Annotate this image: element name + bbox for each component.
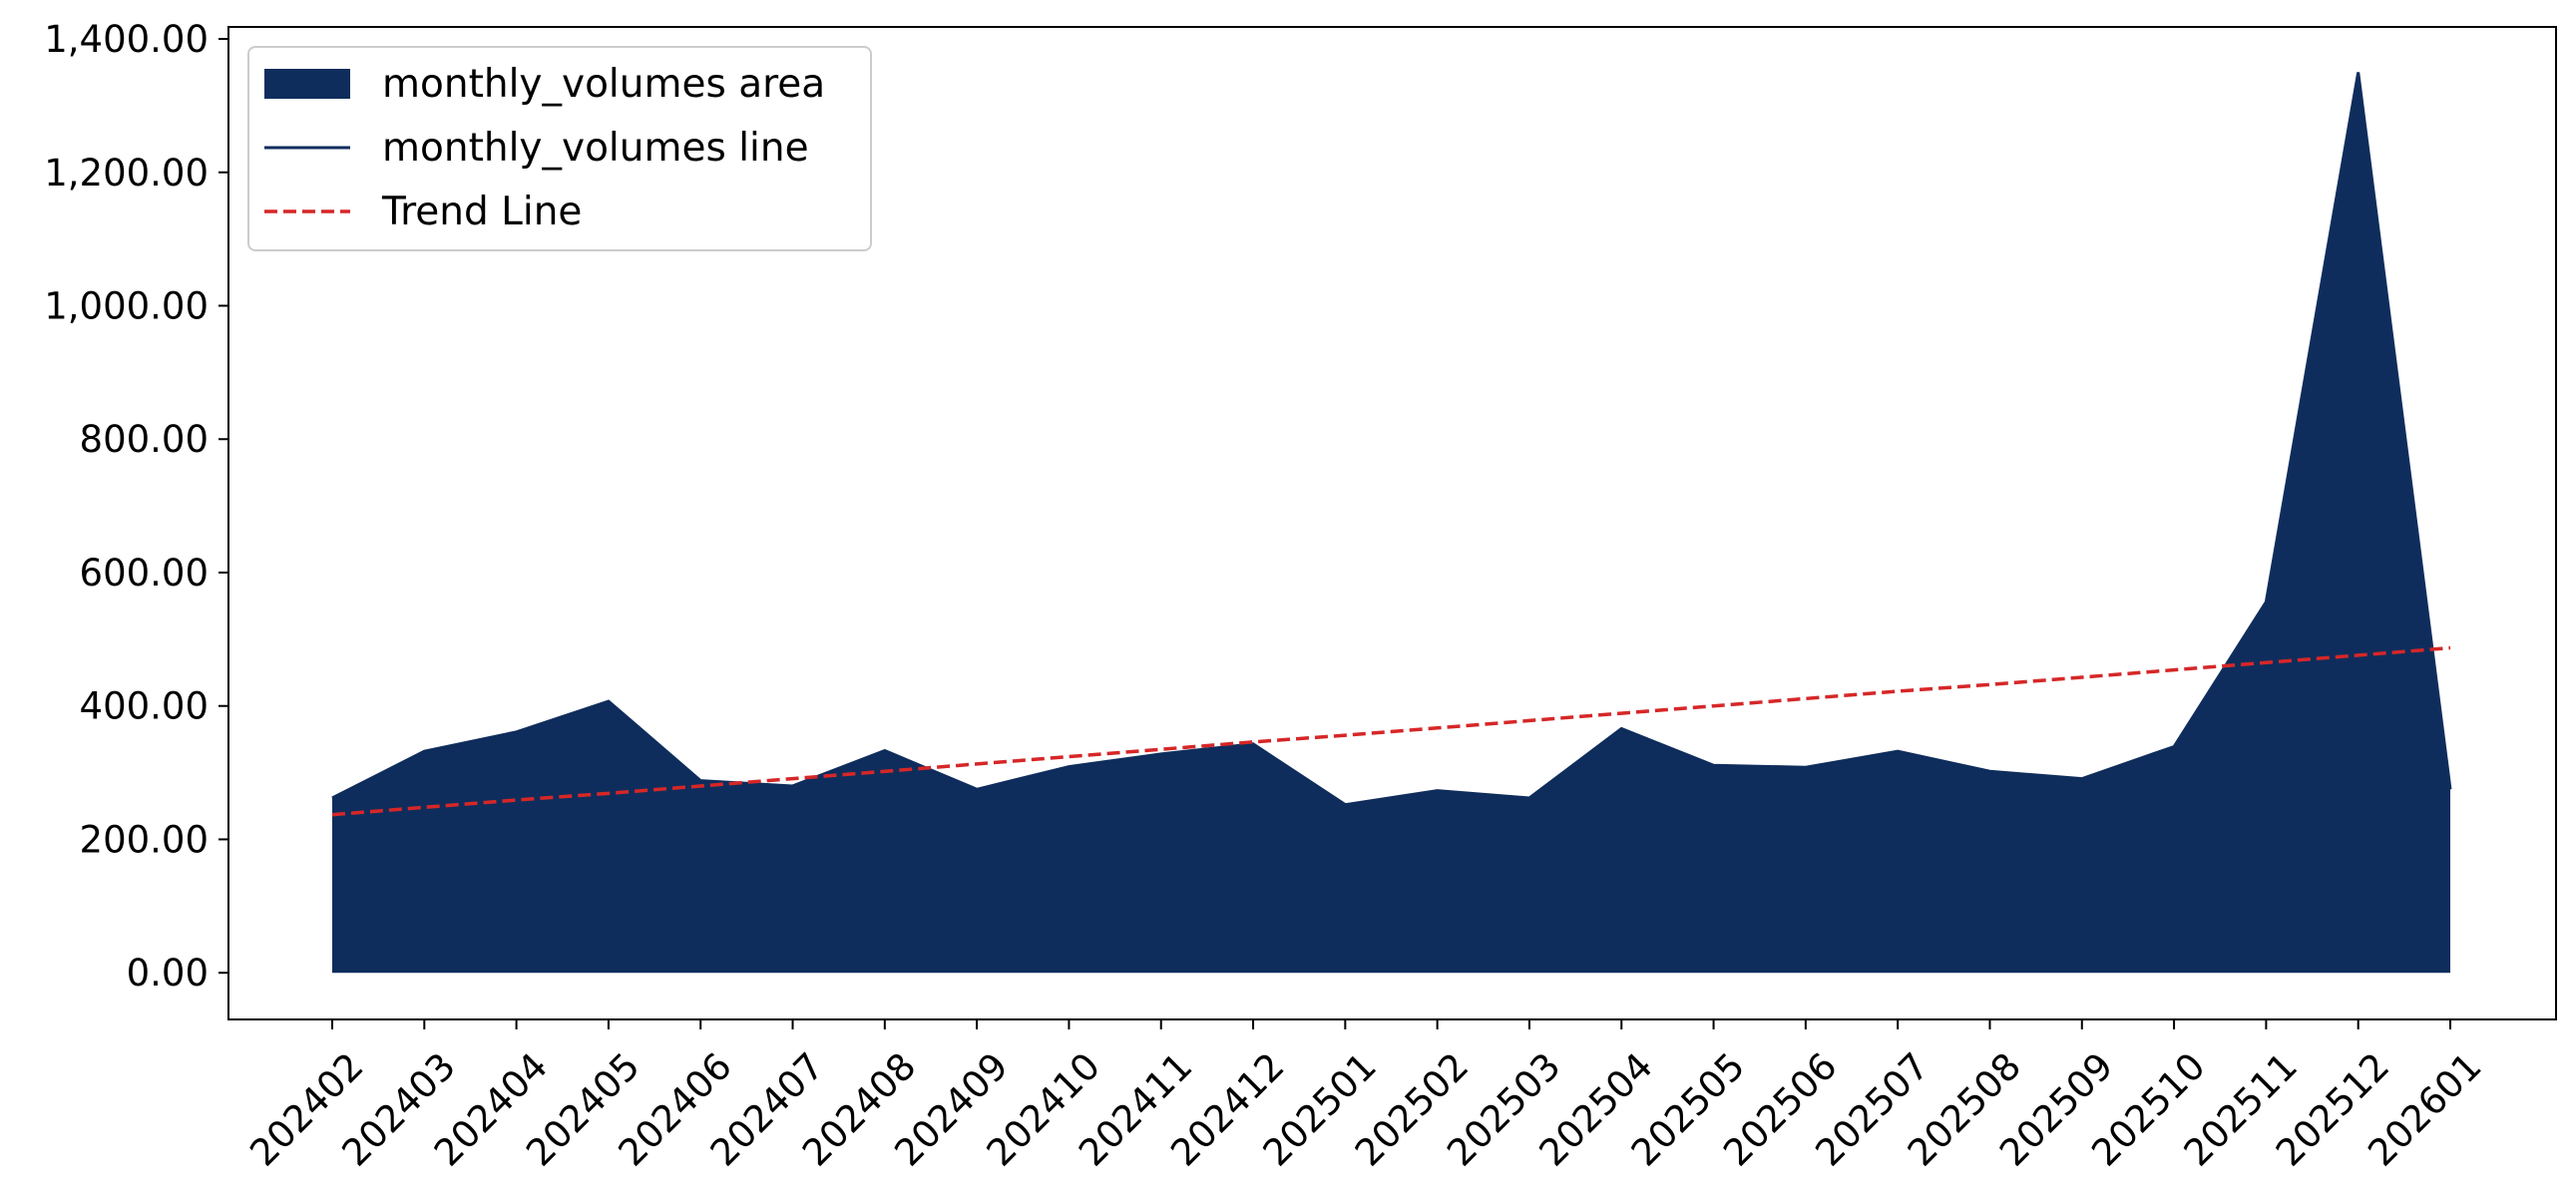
legend-swatch-area [264, 69, 350, 99]
series-line-monthly-volumes [331, 72, 2452, 807]
y-tick-label: 200.00 [80, 818, 209, 861]
legend: monthly_volumes area monthly_volumes line… [247, 46, 872, 251]
plot-frame [227, 26, 2557, 1020]
y-tick-label: 600.00 [80, 552, 209, 595]
y-tick-label: 1,400.00 [44, 18, 209, 61]
legend-label: monthly_volumes area [382, 62, 825, 107]
plot-area [331, 72, 2452, 974]
y-tick-label: 1,200.00 [44, 152, 209, 195]
series-area-monthly-volumes [332, 72, 2450, 974]
y-tick-label: 800.00 [80, 418, 209, 461]
legend-label: Trend Line [381, 190, 582, 234]
series-line-trend [331, 645, 2451, 817]
y-tick-label: 0.00 [127, 952, 209, 995]
legend-box [247, 46, 872, 251]
y-tick-label: 400.00 [80, 685, 209, 728]
y-tick-label: 1,000.00 [44, 285, 209, 328]
legend-label: monthly_volumes line [382, 126, 809, 171]
y-axis: 0.00 200.00 400.00 600.00 800.00 1,000.00 1,20… [44, 18, 228, 995]
